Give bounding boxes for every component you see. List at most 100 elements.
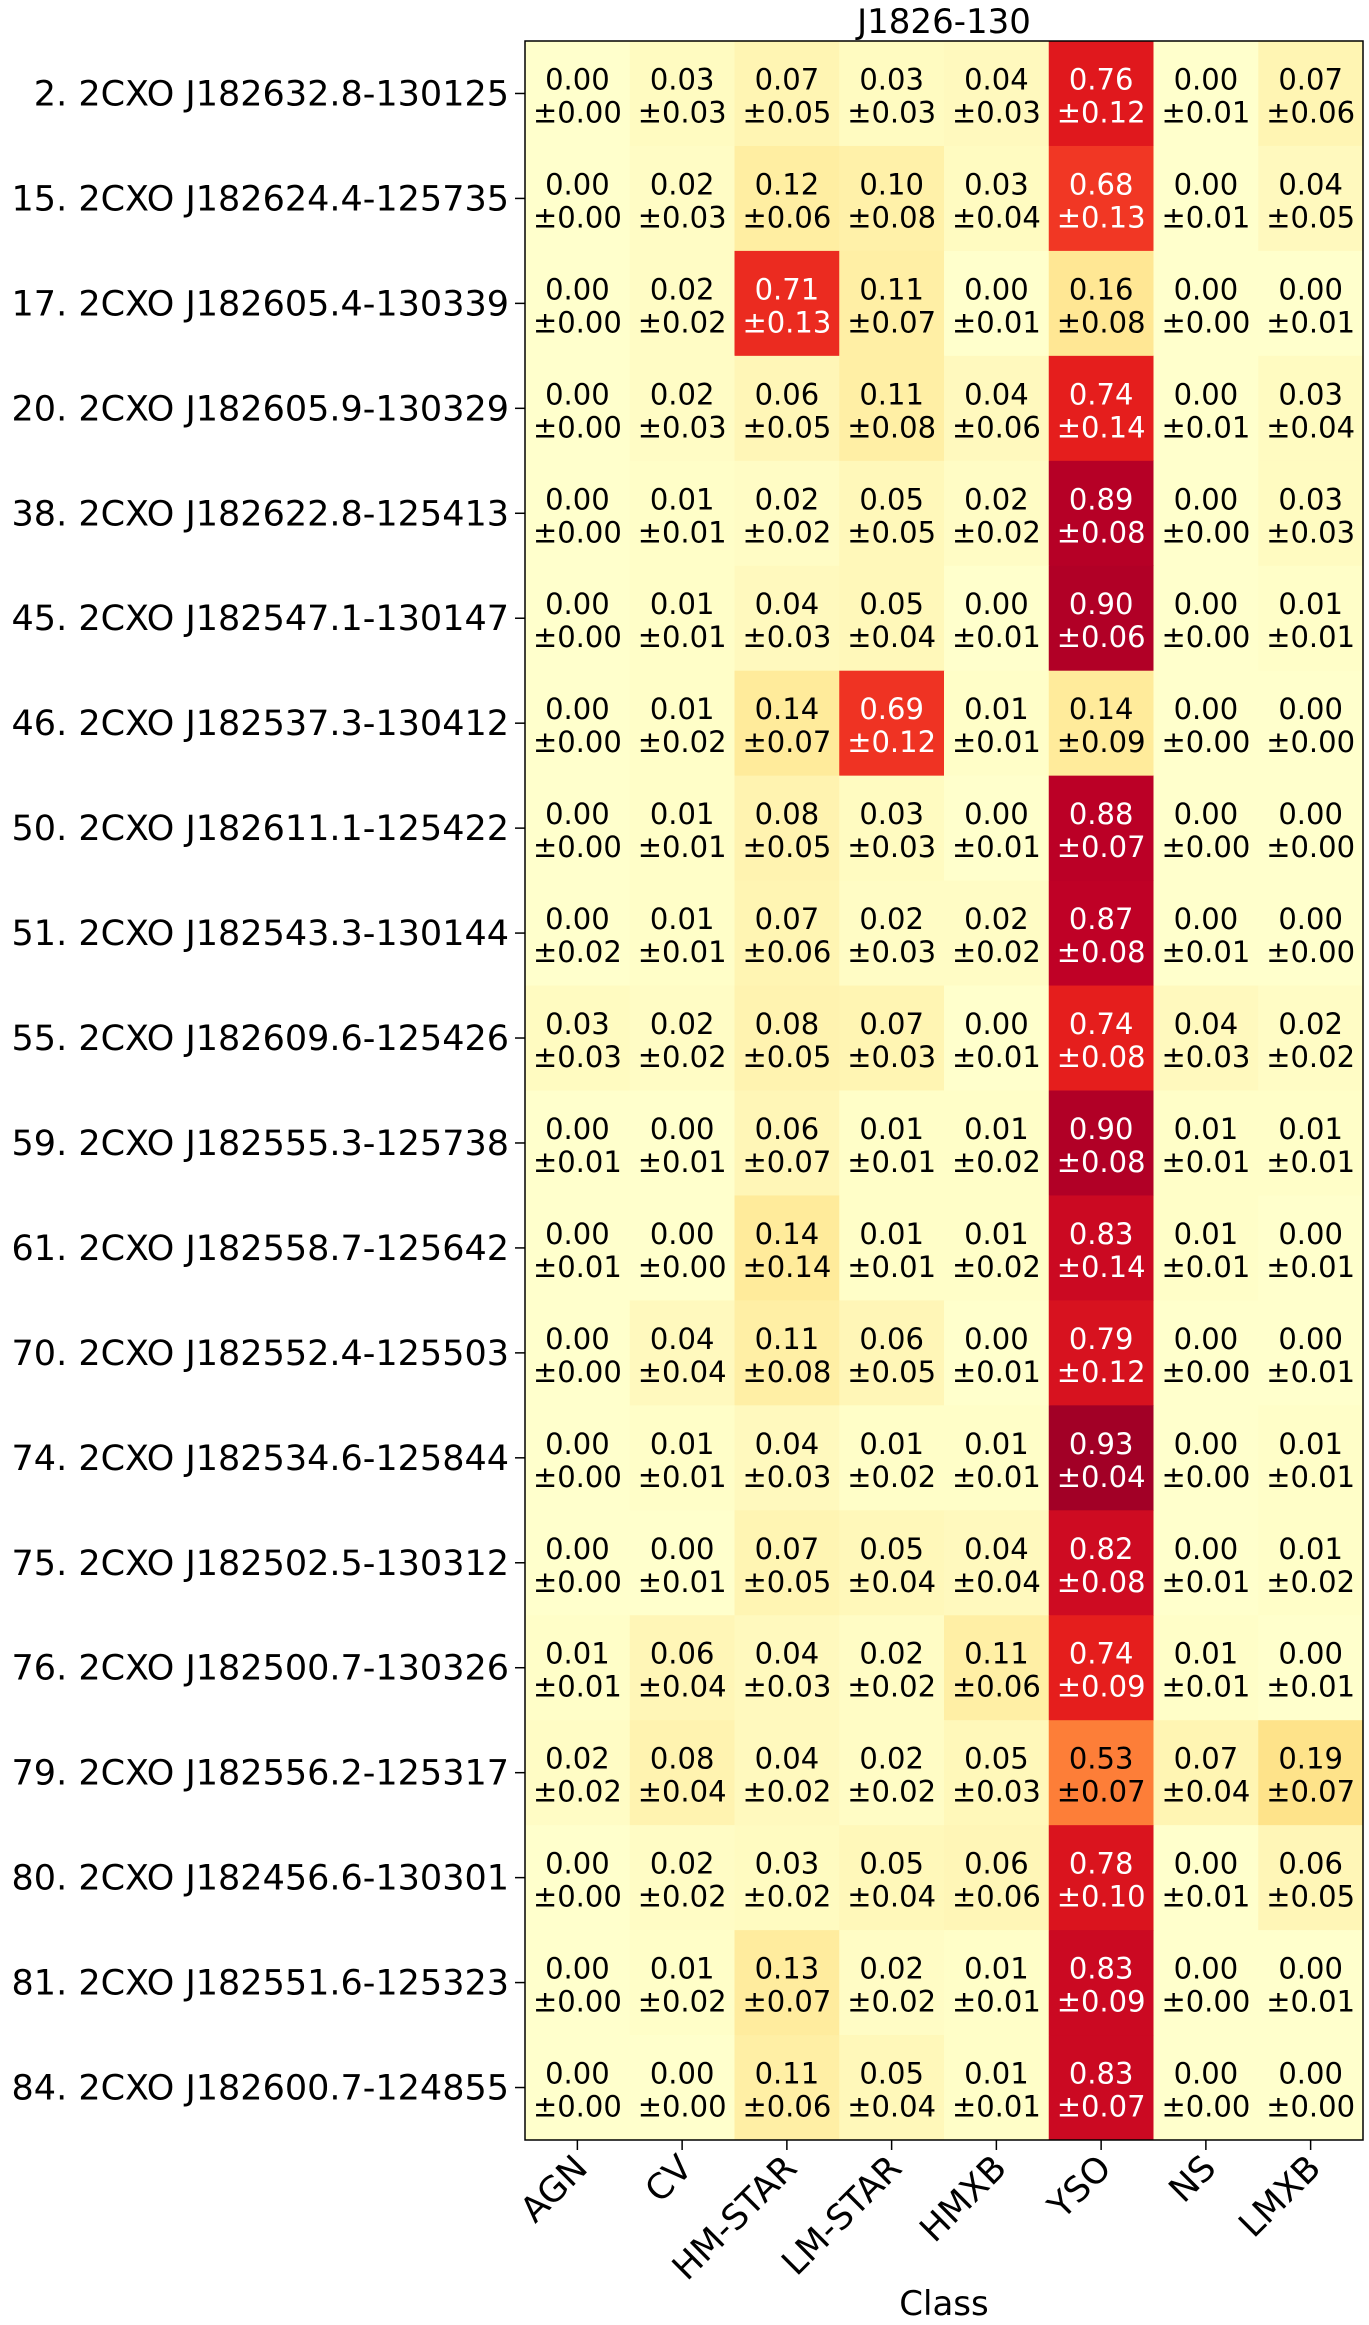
heatmap-cell bbox=[1153, 1720, 1259, 1826]
cell-value-label: 0.00 bbox=[545, 2057, 610, 2091]
cell-error-label: ±0.02 bbox=[1266, 1040, 1355, 1074]
heatmap-cell bbox=[525, 670, 631, 777]
heatmap-cell bbox=[525, 775, 631, 882]
y-tick-label: 81. 2CXO J182551.6-125323 bbox=[12, 1964, 509, 2004]
y-tick-label: 79. 2CXO J182556.2-125317 bbox=[12, 1754, 509, 1794]
cell-error-label: ±0.07 bbox=[1057, 2090, 1146, 2124]
heatmap-cell bbox=[629, 1825, 735, 1931]
cell-error-label: ±0.00 bbox=[1161, 620, 1250, 654]
heatmap-cell bbox=[1153, 1405, 1259, 1511]
heatmap-cell bbox=[734, 1300, 840, 1406]
heatmap-cell bbox=[1258, 1615, 1364, 1721]
cell-value-label: 0.11 bbox=[859, 272, 924, 306]
cell-value-label: 0.00 bbox=[1174, 167, 1239, 201]
cell-error-label: ±0.03 bbox=[638, 95, 727, 129]
cell-error-label: ±0.02 bbox=[533, 935, 622, 969]
heatmap-cell bbox=[839, 1195, 945, 1301]
cell-error-label: ±0.01 bbox=[638, 1145, 727, 1179]
cell-value-label: 0.00 bbox=[1174, 377, 1239, 411]
y-tick-label: 20. 2CXO J182605.9-130329 bbox=[12, 389, 509, 429]
cell-error-label: ±0.00 bbox=[533, 515, 622, 549]
cell-error-label: ±0.02 bbox=[638, 1985, 727, 2019]
heatmap-cell bbox=[734, 1930, 840, 2036]
cell-error-label: ±0.01 bbox=[638, 935, 727, 969]
cell-error-label: ±0.03 bbox=[638, 200, 727, 234]
heatmap-cell bbox=[734, 1195, 840, 1301]
heatmap-cell bbox=[944, 565, 1050, 672]
cell-error-label: ±0.01 bbox=[1161, 95, 1250, 129]
heatmap-cell bbox=[734, 1405, 840, 1511]
heatmap-cell bbox=[1048, 1930, 1154, 2036]
cell-error-label: ±0.00 bbox=[1161, 515, 1250, 549]
heatmap-cell bbox=[629, 2035, 735, 2141]
cell-value-label: 0.06 bbox=[650, 1637, 715, 1671]
cell-value-label: 0.06 bbox=[1278, 1847, 1343, 1881]
cell-error-label: ±0.01 bbox=[638, 620, 727, 654]
heatmap-cell bbox=[525, 565, 631, 672]
heatmap-cell bbox=[1048, 1090, 1154, 1196]
cell-error-label: ±0.07 bbox=[742, 725, 831, 759]
heatmap-cell bbox=[525, 1825, 631, 1931]
y-tick-label: 59. 2CXO J182555.3-125738 bbox=[12, 1124, 509, 1164]
cell-error-label: ±0.02 bbox=[1266, 1565, 1355, 1599]
heatmap-cell bbox=[839, 2035, 945, 2141]
cell-error-label: ±0.08 bbox=[1057, 1040, 1146, 1074]
heatmap-cell bbox=[1258, 1090, 1364, 1196]
cell-error-label: ±0.09 bbox=[1057, 725, 1146, 759]
heatmap-cell bbox=[1048, 775, 1154, 882]
cell-value-label: 0.03 bbox=[755, 1847, 820, 1881]
cell-error-label: ±0.01 bbox=[1266, 1250, 1355, 1284]
heatmap-cell bbox=[1048, 1720, 1154, 1826]
cell-value-label: 0.02 bbox=[650, 1007, 715, 1041]
heatmap-cell bbox=[629, 775, 735, 882]
heatmap-cell bbox=[1258, 1405, 1364, 1511]
heatmap-cell bbox=[839, 1510, 945, 1616]
cell-error-label: ±0.00 bbox=[533, 410, 622, 444]
cell-value-label: 0.03 bbox=[650, 62, 715, 96]
cell-value-label: 0.00 bbox=[545, 692, 610, 726]
cell-value-label: 0.02 bbox=[859, 1742, 924, 1776]
cell-error-label: ±0.02 bbox=[952, 515, 1041, 549]
heatmap-cell bbox=[629, 1615, 735, 1721]
cell-error-label: ±0.02 bbox=[952, 935, 1041, 969]
heatmap-cell bbox=[839, 460, 945, 567]
cell-value-label: 0.06 bbox=[859, 1322, 924, 1356]
heatmap-cell bbox=[1258, 670, 1364, 777]
heatmap-cell bbox=[525, 1090, 631, 1196]
cell-value-label: 0.11 bbox=[859, 377, 924, 411]
heatmap-cell bbox=[629, 460, 735, 567]
heatmap-cell bbox=[525, 1300, 631, 1406]
cell-error-label: ±0.03 bbox=[952, 95, 1041, 129]
cell-value-label: 0.00 bbox=[650, 1532, 715, 1566]
heatmap-cell bbox=[629, 1720, 735, 1826]
heatmap-cell bbox=[944, 1300, 1050, 1406]
heatmap-cell bbox=[1048, 2035, 1154, 2141]
cell-error-label: ±0.01 bbox=[1161, 1565, 1250, 1599]
x-tick-label: AGN bbox=[513, 2148, 595, 2230]
heatmap-cell bbox=[1048, 145, 1154, 252]
heatmap-cell bbox=[629, 565, 735, 672]
cell-error-label: ±0.01 bbox=[847, 1145, 936, 1179]
cell-error-label: ±0.00 bbox=[1161, 830, 1250, 864]
cell-value-label: 0.01 bbox=[650, 482, 715, 516]
cell-value-label: 0.00 bbox=[1278, 692, 1343, 726]
cell-error-label: ±0.00 bbox=[1161, 2090, 1250, 2124]
cell-error-label: ±0.06 bbox=[742, 935, 831, 969]
y-tick-label: 75. 2CXO J182502.5-130312 bbox=[12, 1544, 509, 1584]
cell-value-label: 0.00 bbox=[1174, 62, 1239, 96]
heatmap-cell bbox=[1258, 250, 1364, 357]
cell-error-label: ±0.05 bbox=[742, 95, 831, 129]
cell-value-label: 0.00 bbox=[545, 587, 610, 621]
cell-value-label: 0.04 bbox=[755, 1742, 820, 1776]
cell-value-label: 0.01 bbox=[1278, 587, 1343, 621]
cell-value-label: 0.00 bbox=[545, 902, 610, 936]
cell-value-label: 0.07 bbox=[1278, 62, 1343, 96]
cell-error-label: ±0.07 bbox=[1057, 1775, 1146, 1809]
cell-error-label: ±0.03 bbox=[952, 1775, 1041, 1809]
cell-error-label: ±0.01 bbox=[638, 1565, 727, 1599]
cell-value-label: 0.16 bbox=[1069, 272, 1134, 306]
cell-error-label: ±0.00 bbox=[533, 305, 622, 339]
heatmap-cell bbox=[1048, 1195, 1154, 1301]
cell-error-label: ±0.02 bbox=[847, 1460, 936, 1494]
cell-error-label: ±0.03 bbox=[742, 1460, 831, 1494]
